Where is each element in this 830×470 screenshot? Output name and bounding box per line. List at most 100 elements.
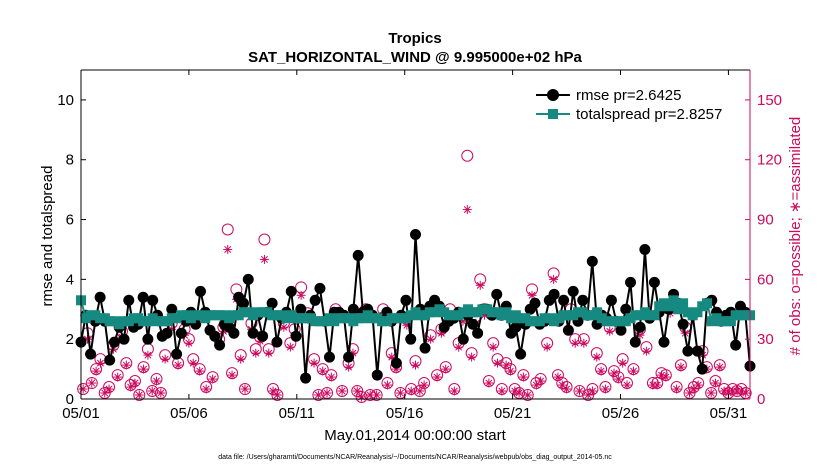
asterisk-stroke — [593, 353, 601, 361]
totalspread-point — [725, 316, 736, 327]
obs-assimilated-point — [592, 352, 602, 362]
obs-assimilated-point — [147, 386, 157, 396]
asterisk-stroke — [228, 371, 236, 379]
asterisk-stroke — [92, 367, 100, 375]
obs-assimilated-point — [618, 358, 628, 368]
obs-assimilated-point — [156, 388, 166, 398]
asterisk-stroke — [411, 361, 420, 369]
asterisk-stroke — [597, 367, 605, 375]
rmse-point — [94, 291, 106, 303]
asterisk-stroke — [742, 389, 750, 397]
obs-assimilated-point — [710, 378, 720, 388]
obs-assimilated-point — [493, 358, 503, 368]
x-tick-label: 05/26 — [602, 405, 640, 422]
asterisk-stroke — [610, 369, 618, 377]
obs-assimilated-point — [411, 360, 420, 370]
obs-assimilated-point — [188, 358, 198, 368]
rmse-point — [161, 327, 173, 339]
obs-assimilated-point — [706, 388, 716, 398]
asterisk-stroke — [677, 363, 685, 371]
obs-assimilated-point — [113, 372, 123, 382]
rmse-point — [562, 324, 574, 336]
obs-assimilated-point — [406, 386, 416, 396]
rmse-point — [586, 255, 598, 267]
obs-assimilated-point — [661, 372, 671, 382]
legend-box — [528, 80, 742, 124]
asterisk-stroke — [576, 387, 584, 395]
asterisk-stroke — [629, 367, 637, 375]
asterisk-stroke — [319, 367, 327, 375]
asterisk-stroke — [153, 377, 161, 385]
obs-assimilated-point — [467, 352, 477, 362]
asterisk-stroke — [241, 385, 249, 393]
obs-assimilated-point — [173, 360, 183, 370]
obs-assimilated-point — [240, 384, 250, 394]
asterisk-stroke — [563, 385, 571, 393]
rmse-point — [629, 336, 641, 348]
asterisk-stroke — [433, 373, 441, 381]
y-left-tick-label: 4 — [66, 271, 74, 288]
rmse-point — [400, 294, 412, 306]
obs-assimilated-point — [296, 290, 306, 300]
rmse-point — [491, 288, 503, 300]
rmse-point — [295, 303, 307, 315]
rmse-point — [410, 229, 421, 240]
totalspread-point — [663, 301, 674, 312]
rmse-point — [247, 327, 259, 339]
rmse-point — [577, 294, 589, 306]
asterisk-stroke — [694, 381, 702, 389]
obs-assimilated-point — [337, 386, 347, 396]
asterisk-stroke — [273, 391, 281, 399]
asterisk-stroke — [614, 375, 622, 383]
asterisk-stroke — [554, 373, 562, 381]
obs-assimilated-point — [741, 388, 751, 398]
rmse-point — [104, 354, 116, 366]
obs-assimilated-point — [426, 334, 436, 344]
asterisk-stroke — [519, 373, 527, 381]
obs-possible-point — [582, 389, 595, 402]
asterisk-stroke — [174, 361, 182, 369]
y-left-tick-label: 10 — [57, 92, 74, 109]
rmse-point — [237, 297, 249, 309]
asterisk-stroke — [314, 391, 322, 399]
obs-assimilated-point — [605, 326, 615, 336]
obs-assimilated-point — [313, 390, 323, 400]
obs-assimilated-point — [126, 382, 136, 392]
y-left-tick-label: 8 — [66, 152, 74, 169]
obs-assimilated-point — [160, 354, 170, 364]
obs-assimilated-point — [628, 366, 638, 376]
obs-assimilated-point — [223, 244, 233, 254]
rmse-point — [285, 285, 297, 297]
asterisk-stroke — [353, 387, 361, 395]
obs-assimilated-point — [497, 386, 507, 396]
obs-assimilated-point — [272, 390, 282, 400]
asterisk-stroke — [140, 365, 148, 373]
obs-assimilated-point — [309, 358, 319, 368]
rmse-point — [696, 363, 708, 375]
x-tick-label: 05/01 — [62, 405, 100, 422]
asterisk-stroke — [558, 381, 566, 389]
obs-assimilated-point — [184, 338, 194, 348]
obs-assimilated-point — [641, 346, 651, 356]
asterisk-stroke — [185, 339, 193, 347]
obs-assimilated-point — [488, 342, 498, 352]
legend-totalspread-marker — [548, 109, 558, 119]
rmse-point — [529, 297, 541, 309]
rmse-point — [108, 336, 120, 348]
asterisk-stroke — [338, 387, 346, 395]
chart-subtitle: SAT_HORIZONTAL_WIND @ 9.995000e+02 hPa — [248, 49, 582, 66]
rmse-point — [309, 294, 321, 306]
asterisk-stroke — [260, 255, 268, 263]
rmse-point — [648, 276, 660, 288]
rmse-point — [677, 318, 689, 330]
asterisk-stroke — [619, 359, 627, 367]
rmse-point — [175, 327, 187, 339]
obs-assimilated-point — [542, 342, 552, 352]
asterisk-stroke — [327, 373, 335, 381]
rmse-point — [266, 297, 278, 309]
asterisk-stroke — [707, 389, 715, 397]
asterisk-stroke — [455, 343, 463, 351]
rmse-point — [271, 336, 283, 348]
asterisk-stroke — [463, 206, 471, 214]
asterisk-stroke — [468, 353, 476, 361]
